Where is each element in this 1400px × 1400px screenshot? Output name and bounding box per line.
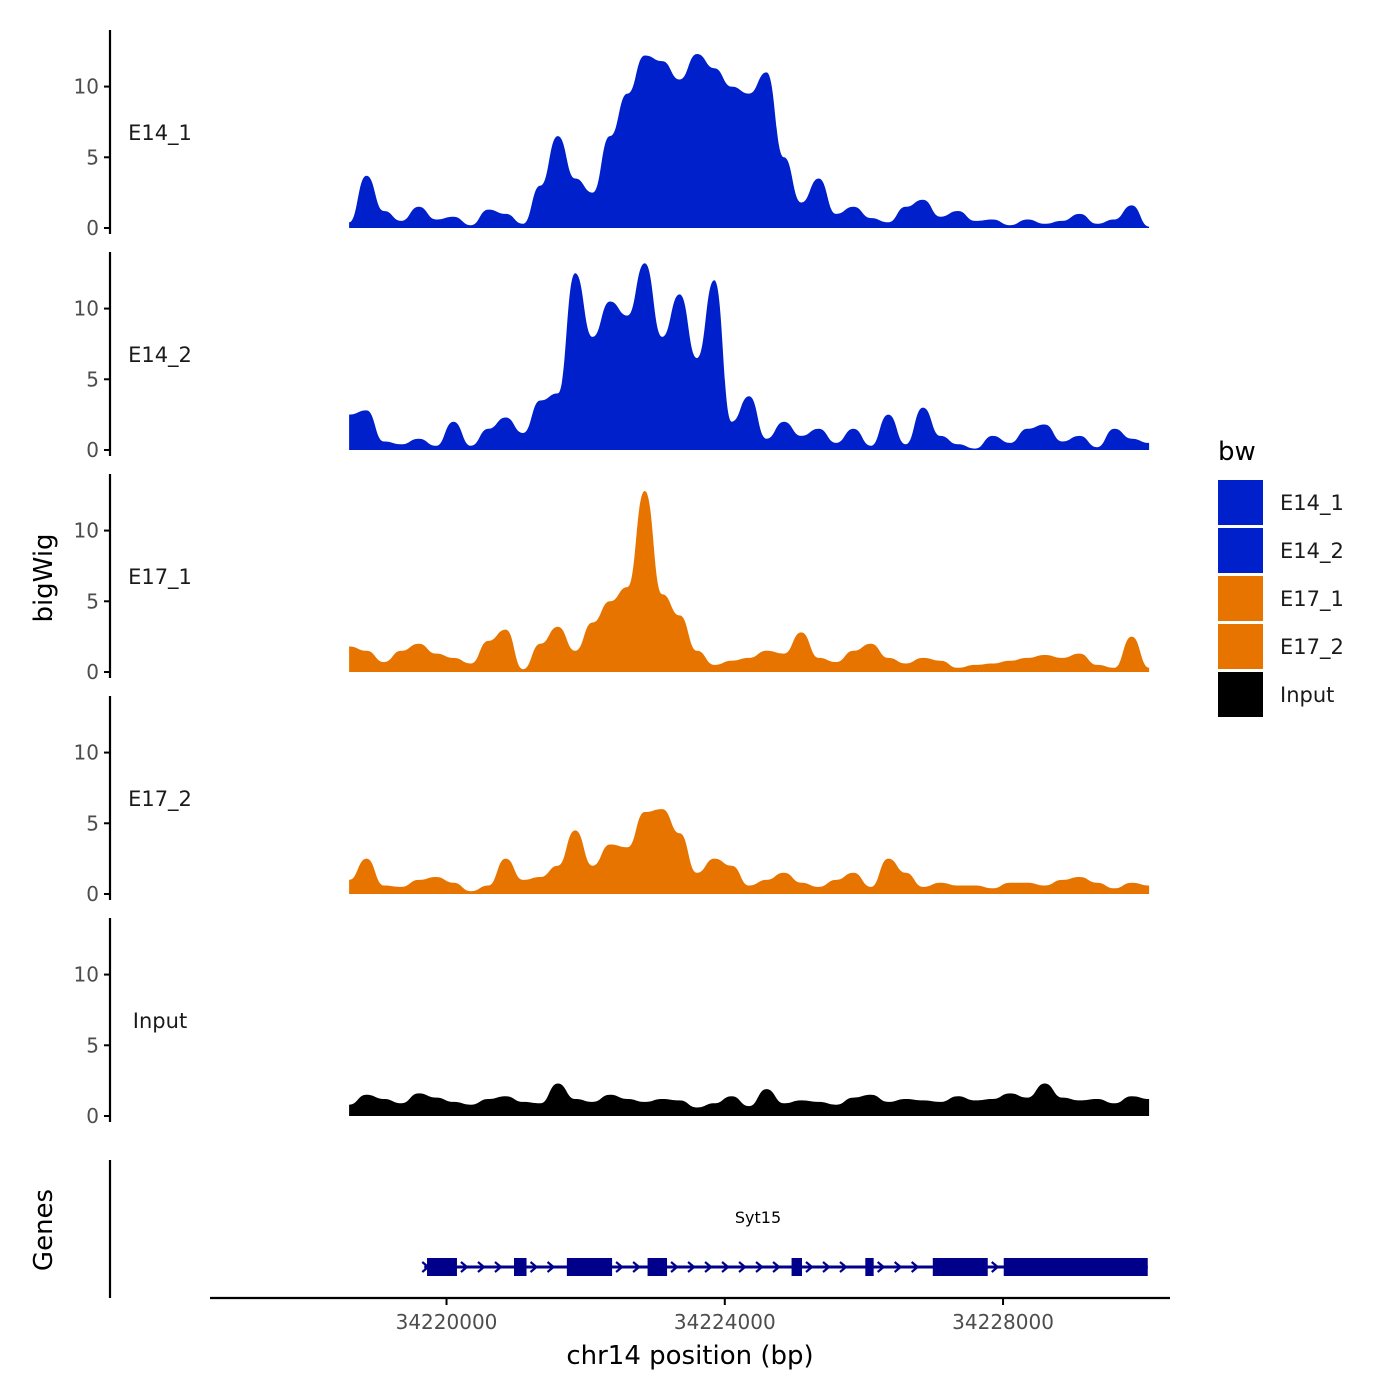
x-tick-label: 34224000 xyxy=(674,1310,776,1334)
strand-chevron xyxy=(615,1261,624,1273)
strand-chevron xyxy=(477,1261,486,1273)
gene-exon xyxy=(865,1258,874,1276)
y-tick-label: 10 xyxy=(74,75,99,99)
x-axis: 34220000 34224000 34228000 xyxy=(210,1296,1170,1334)
y-tick-label: 10 xyxy=(74,741,99,765)
y-tick-label: 5 xyxy=(86,367,99,391)
coverage-area-E14_2 xyxy=(349,263,1150,450)
strand-chevron xyxy=(910,1261,920,1273)
x-tick-label: 34220000 xyxy=(396,1310,498,1334)
track-label: E14_1 xyxy=(128,121,192,146)
legend-title: bw xyxy=(1218,437,1256,467)
genes-axis-title: Genes xyxy=(29,1189,59,1271)
gene-exon xyxy=(566,1258,613,1276)
gene-exon xyxy=(791,1258,802,1276)
gene-exon xyxy=(932,1258,988,1276)
y-tick-label: 5 xyxy=(86,1033,99,1057)
y-tick-label: 5 xyxy=(86,145,99,169)
gene-name-label: Syt15 xyxy=(735,1208,781,1227)
x-tick-label: 34228000 xyxy=(952,1310,1054,1334)
legend-swatch-E17_1 xyxy=(1218,576,1263,621)
legend-label: E17_2 xyxy=(1280,635,1344,660)
gene-exon xyxy=(427,1258,457,1276)
y-tick-label: 10 xyxy=(74,963,99,987)
track-label: E17_1 xyxy=(128,565,192,590)
y-tick-label: 0 xyxy=(86,216,99,240)
y-tick-label: 0 xyxy=(86,438,99,462)
legend-swatch-Input xyxy=(1218,672,1263,717)
legend-swatch-E17_2 xyxy=(1218,624,1263,669)
strand-chevron xyxy=(721,1261,730,1273)
gene-exon xyxy=(647,1258,668,1276)
legend-label: E14_1 xyxy=(1280,491,1344,516)
legend-swatch-E14_2 xyxy=(1218,528,1263,573)
strand-chevron xyxy=(687,1261,696,1273)
coverage-area-E14_1 xyxy=(349,54,1150,228)
gene-exon xyxy=(514,1258,527,1276)
legend-label: Input xyxy=(1280,683,1334,707)
strand-chevron xyxy=(670,1261,679,1273)
strand-chevron xyxy=(546,1261,556,1273)
track-label: E17_2 xyxy=(128,787,192,812)
coverage-area-E17_2 xyxy=(349,809,1150,894)
strand-chevron xyxy=(772,1261,781,1273)
y-tick-label: 10 xyxy=(74,297,99,321)
strand-chevron xyxy=(494,1261,503,1273)
y-tick-label: 5 xyxy=(86,811,99,835)
legend-label: E17_1 xyxy=(1280,587,1344,612)
strand-chevron xyxy=(632,1261,641,1273)
strand-chevron xyxy=(991,1261,1000,1273)
track-E14_1: 0 5 10 E14_1 xyxy=(74,30,1150,240)
y-tick-label: 0 xyxy=(86,882,99,906)
strand-chevron xyxy=(805,1261,814,1273)
strand-chevron xyxy=(529,1261,539,1273)
track-E17_1: 0 5 10 E17_1 xyxy=(74,474,1150,684)
legend: bw E14_1 E14_2 E17_1 E17_2 Input xyxy=(1218,437,1344,717)
coverage-area-Input xyxy=(349,1083,1150,1116)
y-tick-label: 0 xyxy=(86,1104,99,1128)
strand-chevron xyxy=(704,1261,713,1273)
strand-chevron xyxy=(460,1261,469,1273)
legend-swatch-E14_1 xyxy=(1218,480,1263,525)
legend-label: E14_2 xyxy=(1280,539,1344,564)
y-tick-label: 0 xyxy=(86,660,99,684)
coverage-tracks: 0 5 10 E14_1 0 5 10 E14_2 0 5 10 E17_1 0 5 10 E17_2 0 5 10… xyxy=(74,30,1150,1128)
strand-chevron xyxy=(876,1261,886,1273)
gene-track: Syt15 xyxy=(108,1160,1148,1298)
track-Input: 0 5 10 Input xyxy=(74,918,1150,1128)
y-axis-title: bigWig xyxy=(29,533,59,622)
strand-chevron xyxy=(893,1261,903,1273)
track-label: E14_2 xyxy=(128,343,192,368)
y-tick-label: 10 xyxy=(74,519,99,543)
track-E14_2: 0 5 10 E14_2 xyxy=(74,252,1150,462)
strand-chevron xyxy=(738,1261,747,1273)
x-axis-title: chr14 position (bp) xyxy=(566,1341,813,1371)
strand-chevron xyxy=(839,1261,848,1273)
strand-chevron xyxy=(755,1261,764,1273)
track-E17_2: 0 5 10 E17_2 xyxy=(74,696,1150,906)
strand-chevron xyxy=(822,1261,831,1273)
gene-exon xyxy=(1003,1258,1148,1276)
y-tick-label: 5 xyxy=(86,589,99,613)
track-label: Input xyxy=(133,1009,187,1033)
coverage-area-E17_1 xyxy=(349,491,1150,672)
